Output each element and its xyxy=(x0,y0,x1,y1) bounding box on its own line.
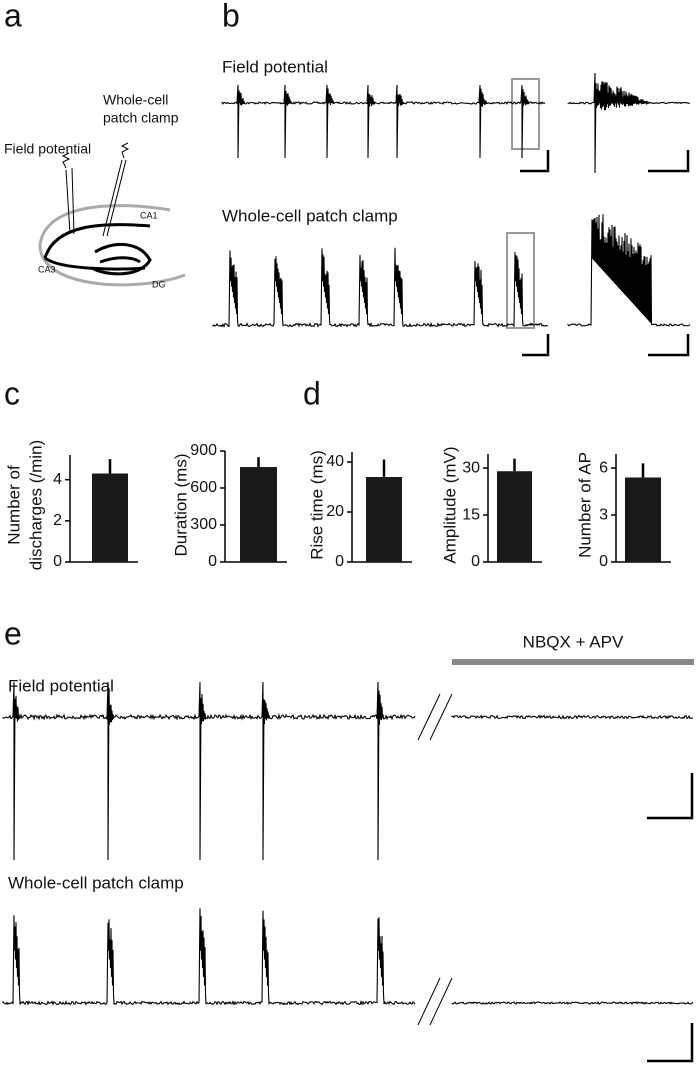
scale-bar xyxy=(522,334,550,357)
y-tick-label: 20 xyxy=(326,503,344,520)
scale-bar xyxy=(647,1023,694,1063)
diagram-label: patch clamp xyxy=(103,110,179,126)
scale-bar xyxy=(647,773,694,820)
panel-label: e xyxy=(4,615,22,651)
y-tick-label: 30 xyxy=(462,459,480,476)
region-label: DG xyxy=(152,279,166,289)
y-tick-label: 40 xyxy=(326,453,344,470)
trace xyxy=(567,72,691,174)
scale-bar xyxy=(648,334,690,357)
bar xyxy=(625,477,661,562)
y-axis-label: discharges (/min) xyxy=(26,440,45,570)
bar xyxy=(366,477,402,562)
y-tick-label: 0 xyxy=(208,553,217,570)
zoom-box xyxy=(506,232,535,329)
drug-label: NBQX + APV xyxy=(523,632,624,651)
diagram-label: Field potential xyxy=(4,141,91,157)
y-tick-label: 900 xyxy=(190,442,217,459)
y-tick-label: 3 xyxy=(599,506,608,523)
y-tick-label: 6 xyxy=(599,459,608,476)
y-tick-label: 0 xyxy=(471,553,480,570)
y-axis-label: Duration (ms) xyxy=(171,454,190,557)
zoom-box xyxy=(511,78,540,150)
bar xyxy=(497,471,532,562)
y-tick-label: 600 xyxy=(190,479,217,496)
break-mark xyxy=(417,693,453,741)
y-tick-label: 0 xyxy=(53,553,62,570)
y-tick-label: 300 xyxy=(190,516,217,533)
trace xyxy=(451,1001,694,1005)
trace xyxy=(2,908,416,1006)
y-tick-label: 0 xyxy=(599,553,608,570)
trace xyxy=(567,214,691,327)
trace-label: Field potential xyxy=(8,676,114,695)
trace xyxy=(221,84,546,159)
y-axis-label: Number of AP xyxy=(575,452,594,558)
panel-label: c xyxy=(4,375,20,411)
y-tick-label: 2 xyxy=(53,512,62,529)
trace xyxy=(2,681,416,861)
region-label: CA3 xyxy=(38,264,56,274)
panel-label: d xyxy=(303,375,321,411)
trace-label: Whole-cell patch clamp xyxy=(8,873,184,892)
bar xyxy=(240,467,277,562)
y-tick-label: 4 xyxy=(53,471,62,488)
trace-label: Whole-cell patch clamp xyxy=(222,206,398,225)
trace xyxy=(212,247,549,328)
y-tick-label: 15 xyxy=(462,506,480,523)
trace-label: Field potential xyxy=(222,57,328,76)
bar xyxy=(92,473,128,562)
scale-bar xyxy=(520,150,550,173)
panel-label: b xyxy=(222,0,240,33)
scale-bar xyxy=(648,150,690,173)
panel-label: a xyxy=(4,0,22,33)
y-axis-label: Amplitude (mV) xyxy=(440,446,459,563)
diagram-label: Whole-cell xyxy=(103,92,168,108)
trace xyxy=(451,714,694,720)
region-label: CA1 xyxy=(140,210,158,220)
y-axis-label: Rise time (ms) xyxy=(307,450,326,560)
break-mark xyxy=(417,977,453,1026)
y-tick-label: 0 xyxy=(335,553,344,570)
y-axis-label: Number of xyxy=(4,465,23,545)
hippocampus-diagram: Field potential Whole-cell patch clamp C… xyxy=(4,92,186,289)
drug-bar xyxy=(452,659,694,665)
